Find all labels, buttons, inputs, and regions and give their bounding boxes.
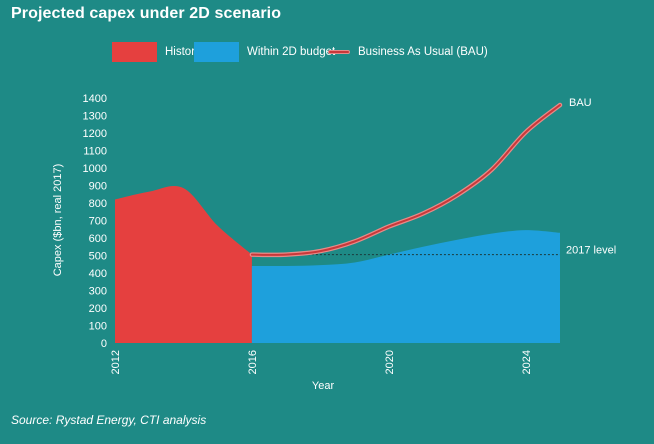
bau-line: [250, 104, 561, 256]
legend-bau-swatch: [328, 50, 350, 54]
x-tick-label: 2020: [384, 350, 396, 374]
y-tick-label: 0: [101, 338, 107, 350]
legend-within-2d: Within 2D budget: [194, 42, 335, 62]
legend-historic-swatch: [112, 42, 157, 62]
y-tick-label: 1300: [83, 111, 107, 123]
reference-line-label: 2017 level: [566, 245, 616, 257]
legend-bau-label: Business As Usual (BAU): [358, 46, 488, 58]
x-tick-labels: 2012 2016 2020 2024: [110, 350, 533, 374]
y-tick-label: 1100: [83, 146, 107, 158]
y-tick-label: 300: [89, 286, 107, 298]
y-tick-label: 400: [89, 268, 107, 280]
legend-bau: Business As Usual (BAU): [328, 42, 488, 62]
source-note: Source: Rystad Energy, CTI analysis: [11, 413, 207, 427]
y-tick-label: 1200: [83, 128, 107, 140]
y-tick-label: 1000: [83, 163, 107, 175]
y-axis-label: Capex ($bn, real 2017): [52, 163, 64, 277]
legend-within-2d-label: Within 2D budget: [247, 46, 336, 58]
historic-area: [115, 185, 252, 343]
x-tick-label: 2024: [521, 350, 533, 374]
x-tick-label: 2012: [110, 350, 122, 374]
x-tick-label: 2016: [247, 350, 259, 374]
y-tick-label: 900: [89, 181, 107, 193]
y-tick-labels: 0 100 200 300 400 500 600 700 800 900 1000 1100 1200…: [83, 93, 107, 350]
y-tick-label: 1400: [83, 93, 107, 105]
legend-within-2d-swatch: [194, 42, 239, 62]
bau-annotation: BAU: [569, 97, 592, 109]
y-tick-label: 800: [89, 198, 107, 210]
within-2d-area: [251, 230, 560, 343]
y-tick-label: 200: [89, 303, 107, 315]
y-tick-label: 100: [89, 321, 107, 333]
y-tick-label: 700: [89, 216, 107, 228]
y-tick-label: 500: [89, 251, 107, 263]
x-axis-label: Year: [311, 380, 335, 392]
y-tick-label: 600: [89, 233, 107, 245]
legend-historic-label: Historic: [165, 46, 204, 58]
legend-historic: Historic: [112, 42, 203, 62]
chart-title: Projected capex under 2D scenario: [11, 5, 282, 22]
